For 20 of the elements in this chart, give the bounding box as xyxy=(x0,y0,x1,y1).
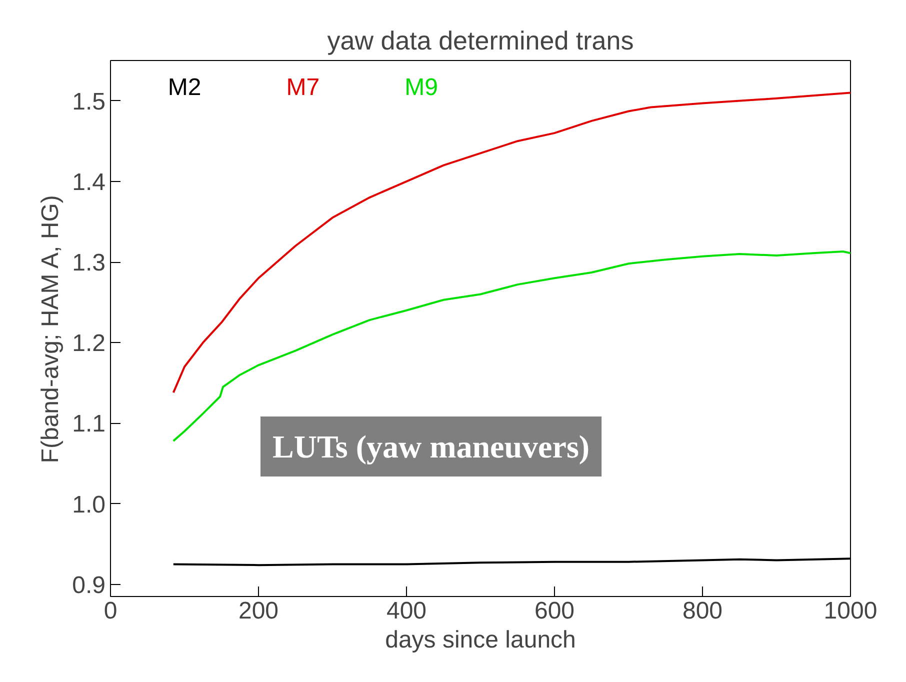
x-axis-title: days since launch xyxy=(385,626,576,654)
y-tick-label: 0.9 xyxy=(72,572,106,599)
y-tick-label: 1.5 xyxy=(72,88,106,116)
annotation: LUTs (yaw maneuvers) xyxy=(272,428,590,464)
y-tick-label: 1.3 xyxy=(72,250,106,277)
x-tick-label: 1000 xyxy=(824,598,878,624)
y-axis-title: F(band-avg; HAM A, HG) xyxy=(37,195,64,464)
x-tick-label: 200 xyxy=(238,598,279,624)
text: M7 xyxy=(286,74,320,101)
y-tick-label: 1.1 xyxy=(72,410,106,438)
x-tick-label: 400 xyxy=(386,598,427,624)
text: M9 xyxy=(404,74,438,101)
legend-label: M2 xyxy=(168,74,202,101)
y-tick-label: 1.0 xyxy=(72,491,106,518)
chart-title: yaw data determined trans xyxy=(327,26,634,56)
y-tick-label: 1.4 xyxy=(72,168,106,196)
x-tick-label: 800 xyxy=(682,598,723,624)
y-tick-label: 1.2 xyxy=(72,330,106,358)
x-tick-label: 0 xyxy=(104,598,118,624)
x-tick-label: 600 xyxy=(534,598,575,624)
